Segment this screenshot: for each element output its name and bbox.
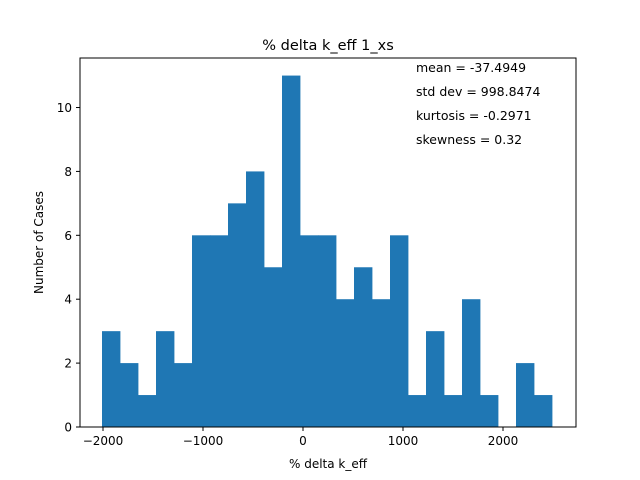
y-tick-label: 6: [64, 229, 72, 243]
annotation-kurtosis: kurtosis = -0.2971: [416, 108, 532, 123]
histogram-bar: [318, 235, 337, 427]
y-tick-label: 0: [64, 421, 72, 435]
histogram-bar: [156, 331, 175, 427]
annotation-skewness: skewness = 0.32: [416, 132, 522, 147]
y-tick-label: 10: [57, 101, 72, 115]
y-tick-label: 2: [64, 357, 72, 371]
x-tick-label: 1000: [388, 434, 419, 448]
histogram-bar: [138, 395, 157, 427]
x-axis-label: % delta k_eff: [289, 457, 368, 471]
histogram-bar: [516, 363, 535, 427]
histogram-bar: [102, 331, 121, 427]
annotation-std-dev: std dev = 998.8474: [416, 84, 540, 99]
y-axis-label: Number of Cases: [32, 191, 46, 294]
histogram-bar: [408, 395, 427, 427]
histogram-bar: [462, 299, 481, 427]
histogram-bar: [354, 267, 373, 427]
y-tick-label: 8: [64, 165, 72, 179]
histogram-bar: [336, 299, 355, 427]
bars-group: [102, 75, 553, 427]
histogram-bar: [300, 235, 319, 427]
x-tick-label: 0: [299, 434, 307, 448]
y-tick-label: 4: [64, 293, 72, 307]
x-tick-label: 2000: [488, 434, 519, 448]
histogram-bar: [264, 267, 283, 427]
x-axis-ticks: −2000 −1000 0 1000 2000: [83, 427, 519, 448]
plot-frame: [79, 57, 577, 428]
histogram-bar: [282, 75, 301, 427]
histogram-bar: [444, 395, 463, 427]
x-tick-label: −1000: [183, 434, 224, 448]
x-tick-label: −2000: [83, 434, 124, 448]
histogram-bar: [480, 395, 499, 427]
histogram-bar: [372, 299, 391, 427]
histogram-bar: [390, 235, 409, 427]
histogram-bar: [210, 235, 229, 427]
histogram-bar: [534, 395, 553, 427]
histogram-bar: [426, 331, 445, 427]
histogram-bar: [246, 171, 265, 427]
histogram-bar: [192, 235, 211, 427]
histogram-bar: [120, 363, 139, 427]
histogram-bar: [174, 363, 193, 427]
histogram-bar: [228, 203, 247, 427]
annotation-mean: mean = -37.4949: [416, 60, 526, 75]
chart-title: % delta k_eff 1_xs: [262, 38, 394, 54]
y-axis-ticks: 0 2 4 6 8 10: [57, 101, 80, 435]
